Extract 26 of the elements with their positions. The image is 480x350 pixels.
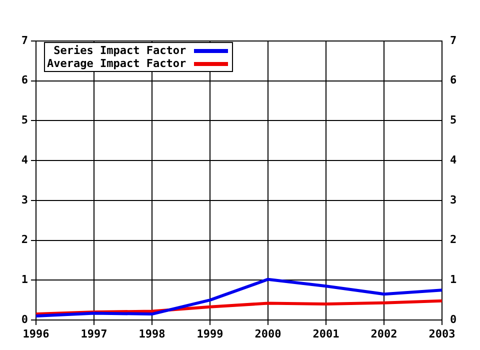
y-tick-label: 2 [21, 233, 28, 246]
y2-tick-label: 5 [450, 114, 457, 127]
x-tick-label: 1999 [196, 327, 224, 340]
x-tick-label: 2002 [370, 327, 398, 340]
y-tick-label: 6 [21, 74, 28, 87]
y-tick-label: 4 [21, 153, 28, 166]
y2-tick-label: 2 [450, 233, 457, 246]
y-tick-label: 1 [21, 273, 28, 286]
y-tick-label: 7 [21, 34, 28, 47]
x-tick-label: 1997 [80, 327, 108, 340]
legend-label: Average Impact Factor [47, 57, 186, 70]
y-tick-label: 5 [21, 114, 28, 127]
y-tick-label: 3 [21, 193, 28, 206]
y2-tick-label: 4 [450, 153, 457, 166]
legend-label: Series Impact Factor [54, 44, 186, 57]
x-tick-label: 2001 [312, 327, 340, 340]
x-tick-label: 2003 [428, 327, 456, 340]
y2-tick-label: 1 [450, 273, 457, 286]
y-tick-label: 0 [21, 312, 28, 326]
x-tick-label: 1998 [138, 327, 166, 340]
x-tick-label: 2000 [254, 327, 282, 340]
x-tick-label: 1996 [22, 327, 50, 340]
y2-tick-label: 0 [450, 312, 457, 326]
y2-tick-label: 6 [450, 74, 457, 87]
y2-tick-label: 7 [450, 34, 457, 47]
y2-tick-label: 3 [450, 193, 457, 206]
